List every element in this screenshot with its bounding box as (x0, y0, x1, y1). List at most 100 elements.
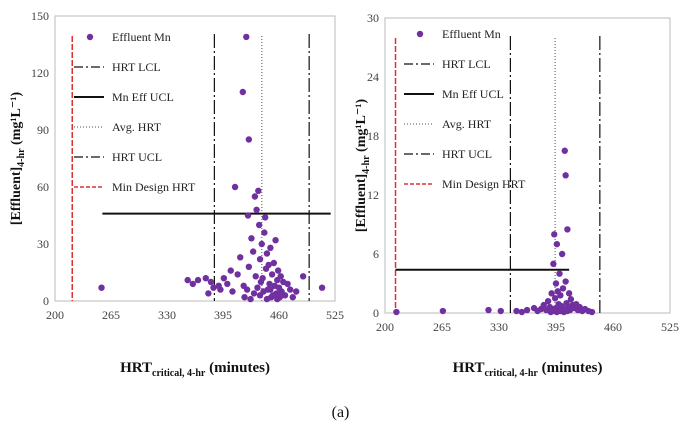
data-point (267, 244, 274, 251)
legend-label: Min Design HRT (112, 180, 196, 194)
data-point (254, 284, 261, 291)
data-point (562, 172, 569, 179)
legend-label: Avg. HRT (112, 120, 162, 134)
data-point (250, 290, 258, 297)
x-tick-label: 525 (326, 308, 344, 322)
data-point (299, 273, 307, 280)
data-point (252, 273, 259, 280)
data-point (270, 259, 278, 267)
data-point (251, 193, 259, 200)
data-point (557, 292, 564, 299)
data-point (558, 250, 566, 258)
data-point (249, 248, 257, 255)
plot-frame (54, 15, 336, 302)
y-tick-label: 0 (373, 306, 379, 320)
legend-marker (86, 33, 94, 41)
x-tick-label: 460 (270, 308, 288, 322)
data-point (318, 284, 326, 291)
legend-label: Effluent Mn (442, 27, 501, 41)
data-point (258, 240, 265, 248)
data-point (274, 267, 282, 274)
data-point (497, 307, 504, 315)
x-tick-label: 265 (433, 320, 451, 334)
data-point (234, 271, 241, 278)
legend-label: Min Design HRT (442, 177, 526, 191)
x-tick-label: 330 (490, 320, 508, 334)
x-tick-label: 395 (214, 308, 232, 322)
data-point (293, 288, 300, 295)
data-point (287, 286, 294, 293)
data-point (562, 278, 569, 285)
data-point (243, 33, 250, 41)
data-point (248, 235, 255, 242)
data-point (239, 88, 247, 96)
legend-label: Mn Eff UCL (112, 90, 174, 104)
data-point (255, 221, 263, 229)
data-point (552, 280, 560, 287)
data-point (98, 284, 105, 291)
data-point (220, 275, 228, 282)
data-point (268, 271, 276, 278)
data-point (518, 308, 525, 316)
data-point (217, 286, 224, 293)
y-tick-label: 24 (367, 70, 379, 84)
data-point (513, 307, 520, 315)
data-point (255, 187, 262, 194)
y-tick-label: 150 (31, 9, 49, 23)
data-point (241, 294, 248, 301)
data-point (269, 292, 277, 299)
data-point (393, 308, 400, 316)
data-point (243, 286, 251, 293)
legend-label: HRT UCL (112, 150, 162, 164)
data-point (523, 306, 531, 314)
legend-label: Avg. HRT (442, 117, 492, 131)
y-tick-label: 60 (37, 180, 49, 194)
scatter-chart-1: 200 265 330 395 460 525 0 30 60 90 120 150 Effluent … (9, 9, 344, 379)
data-point (244, 212, 252, 219)
x-tick-label: 525 (661, 320, 679, 334)
data-point (184, 276, 191, 284)
data-point (266, 280, 273, 288)
y-tick-label: 6 (373, 247, 379, 261)
data-point (194, 276, 202, 284)
data-point (276, 294, 284, 301)
data-point (224, 280, 231, 288)
figure-caption: (a) (331, 404, 350, 421)
data-point (247, 295, 254, 303)
data-point (205, 290, 212, 297)
data-point (561, 147, 568, 154)
data-point (565, 290, 573, 297)
y-tick-label: 120 (31, 66, 49, 80)
data-point (210, 284, 217, 291)
y-tick-label: 18 (367, 129, 379, 143)
x-tick-label: 395 (547, 320, 565, 334)
data-point (267, 286, 274, 293)
x-tick-label: 460 (604, 320, 622, 334)
x-axis-label: HRTcritical, 4-hr (minutes) (120, 360, 270, 379)
data-point (272, 237, 279, 244)
data-point (256, 256, 264, 263)
legend-label: HRT LCL (112, 60, 161, 74)
x-tick-label: 200 (376, 320, 394, 334)
data-point (263, 250, 271, 257)
data-point (551, 231, 558, 238)
y-axis-label: [Effluent]4-hr (mg¹L⁻¹) (9, 92, 27, 226)
data-point (245, 136, 253, 143)
data-point (564, 307, 571, 315)
y-tick-label: 30 (37, 237, 49, 251)
data-point (556, 270, 563, 277)
scatter-chart-2: 200 265 330 395 460 525 0 6 12 18 24 30 Effluent Mn H… (354, 11, 679, 379)
data-point (231, 183, 239, 191)
y-tick-label: 12 (367, 188, 379, 202)
data-point (229, 288, 236, 295)
legend-label: HRT LCL (442, 57, 491, 71)
data-point (263, 295, 271, 303)
data-point (237, 254, 244, 261)
data-point (564, 226, 571, 233)
data-point (548, 290, 555, 297)
data-point (245, 263, 253, 270)
data-point (265, 261, 272, 269)
data-point (202, 275, 209, 282)
data-point (262, 214, 269, 221)
